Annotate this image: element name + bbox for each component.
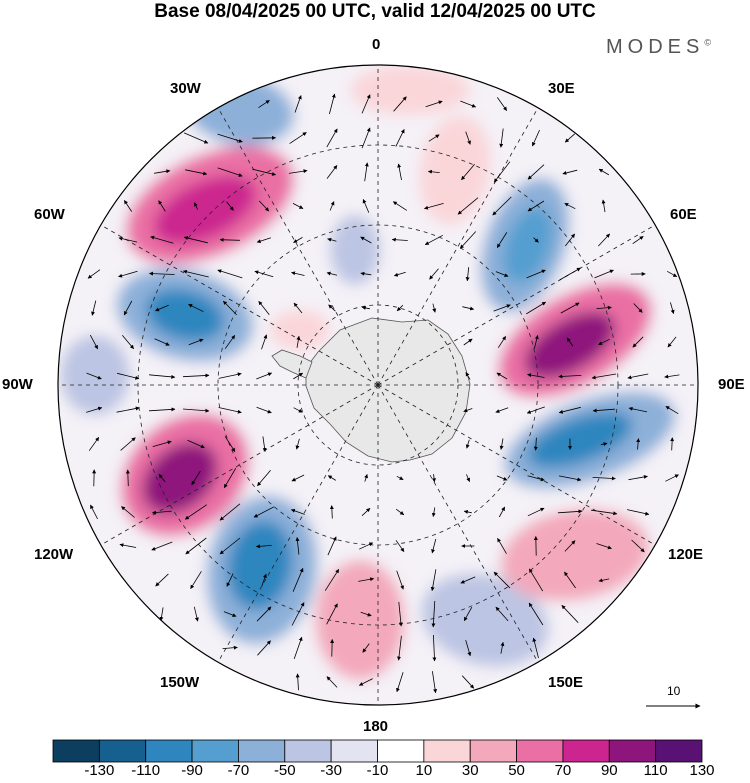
colorbar-tick-label: 30	[461, 762, 479, 779]
colorbar-swatch	[98, 739, 147, 763]
lon-label-120e: 120E	[668, 546, 704, 563]
colorbar-swatch	[238, 739, 286, 763]
lon-label-90w: 90W	[2, 376, 33, 393]
colorbar-swatch	[377, 739, 425, 763]
colorbar-tick-label: -70	[227, 762, 250, 779]
lon-label-150w: 150W	[160, 674, 200, 691]
colorbar-swatch	[52, 739, 100, 763]
colorbar-swatch	[516, 739, 564, 763]
colorbar-tick-label: 90	[600, 762, 618, 779]
colorbar-swatch	[423, 739, 471, 763]
colorbar-swatch	[469, 739, 517, 763]
colorbar-tick-label: 10	[415, 762, 433, 779]
colorbar-tick-label: 70	[554, 762, 572, 779]
colorbar-swatch	[145, 739, 193, 763]
antarctic-peninsula	[271, 349, 313, 379]
colorbar	[52, 739, 703, 763]
colorbar-tick-label: -10	[366, 762, 389, 779]
lon-label-180: 180	[363, 718, 389, 735]
colorbar-tick-label: 50	[508, 762, 525, 779]
colorbar-tick-label: -110	[131, 762, 161, 779]
modes-logo: MODES©	[606, 36, 711, 58]
lon-label-120w: 120W	[34, 546, 74, 563]
lon-label-60e: 60E	[670, 206, 697, 223]
colorbar-swatch	[330, 739, 378, 763]
lon-label-30w: 30W	[170, 80, 201, 97]
colorbar-swatch	[562, 739, 610, 763]
lon-label-150e: 150E	[548, 674, 584, 691]
colorbar-ticks: -130 -110 -90 -70 -50 -30 -10 10 30 50 70 90 110 130	[0, 762, 750, 782]
colorbar-swatch	[655, 739, 703, 763]
colorbar-tick-label: -30	[320, 762, 342, 779]
lon-label-0: 0	[372, 36, 381, 53]
colorbar-swatch	[191, 739, 239, 763]
colorbar-tick-label: -50	[273, 762, 296, 779]
colorbar-swatch	[608, 739, 657, 763]
lon-label-30e: 30E	[548, 80, 575, 97]
colorbar-tick-label: -90	[181, 762, 203, 779]
colorbar-tick-label: 130	[689, 762, 715, 779]
anomaly-field	[58, 65, 698, 705]
colorbar-swatch	[284, 739, 332, 763]
colorbar-tick-label: 110	[643, 762, 668, 779]
colorbar-tick-label: -130	[84, 762, 115, 779]
map-title: Base 08/04/2025 00 UTC, valid 12/04/2025…	[154, 1, 596, 22]
lon-label-90e: 90E	[718, 376, 745, 393]
map-border	[57, 64, 699, 706]
antarctica-landmass	[305, 317, 471, 463]
lon-label-60w: 60W	[34, 206, 65, 223]
reference-vector-label: 10	[667, 684, 681, 698]
